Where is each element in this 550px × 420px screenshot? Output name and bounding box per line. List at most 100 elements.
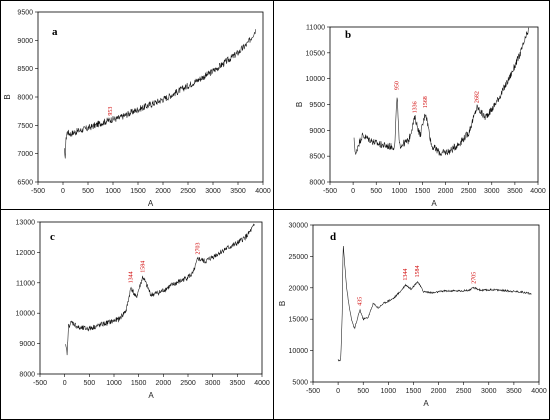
peak-label: 950	[395, 81, 401, 90]
x-tick-label: 3000	[205, 188, 221, 195]
x-tick-label: 2500	[180, 188, 196, 195]
x-tick-label: 2000	[438, 188, 454, 195]
x-tick-label: 3000	[484, 188, 500, 195]
y-tick-label: 25000	[289, 254, 309, 261]
panel-label-b: b	[345, 29, 351, 41]
y-axis-label: B	[3, 94, 12, 99]
spectrum-line-c	[65, 223, 255, 356]
y-tick-label: 8500	[309, 154, 325, 161]
x-tick-label: 0	[336, 388, 340, 395]
x-axis-label: A	[148, 391, 154, 400]
y-tick-label: 7500	[17, 123, 33, 130]
y-axis-label: B	[295, 102, 304, 107]
panel-label-a: a	[52, 26, 58, 38]
panel-a: -500 0 500 1000 1500 2000 2500 3000 3500 4000 6500…	[3, 10, 271, 209]
peak-label: 1584	[415, 266, 421, 278]
x-tick-label: 1500	[131, 380, 147, 387]
x-tick-label: 2000	[431, 388, 447, 395]
x-tick-label: 2500	[456, 388, 472, 395]
x-tick-label: 0	[63, 380, 67, 387]
x-tick-label: 4000	[531, 388, 547, 395]
y-tick-label: 11000	[16, 280, 35, 287]
y-tick-label: 10000	[306, 76, 326, 83]
y-tick-label: 30000	[289, 223, 309, 230]
y-tick-label: 8500	[17, 66, 33, 73]
x-tick-label: 1000	[381, 388, 397, 395]
y-tick-label: 9500	[309, 102, 325, 109]
x-tick-label: 2500	[461, 188, 477, 195]
x-tick-label: 1500	[130, 188, 146, 195]
y-axis-label: B	[278, 301, 287, 306]
panel-d: -500 0 500 1000 1500 2000 2500 3000 3500 4000 5000…	[278, 223, 547, 409]
panel-c: -500 0 500 1000 1500 2000 2500 3000 3500 4000 8000…	[16, 220, 270, 401]
y-tick-label: 13000	[16, 220, 36, 227]
x-tick-label: 1000	[392, 188, 408, 195]
x-tick-label: 1000	[105, 188, 121, 195]
peak-label: 1568	[423, 96, 429, 108]
peak-label: 2682	[475, 91, 481, 103]
x-tick-label: 2000	[155, 188, 171, 195]
x-tick-label: 500	[370, 188, 382, 195]
y-tick-label: 10000	[289, 348, 309, 355]
spectrum-line-a	[64, 29, 256, 159]
plot-area-d	[312, 224, 540, 383]
x-tick-label: -500	[33, 380, 47, 387]
y-tick-label: 15000	[289, 317, 309, 324]
peak-label: 2703	[196, 242, 202, 254]
x-tick-label: 500	[357, 388, 369, 395]
peak-label: 1344	[403, 269, 409, 281]
y-tick-label: 5000	[292, 380, 308, 387]
y-tick-label: 8000	[19, 372, 35, 379]
y-tick-label: 12000	[16, 250, 36, 257]
peak-label: 1336	[412, 101, 418, 113]
plot-area-b	[329, 26, 539, 183]
x-axis-label: A	[423, 399, 429, 408]
x-tick-label: 3000	[205, 380, 221, 387]
x-axis-label: A	[148, 199, 154, 208]
y-tick-label: 6500	[17, 180, 33, 187]
y-tick-label: 8000	[309, 180, 325, 187]
x-tick-label: -500	[31, 188, 45, 195]
peak-label: 2705	[471, 272, 477, 284]
x-axis-label: A	[431, 199, 437, 208]
x-tick-label: 3500	[230, 188, 246, 195]
spectrum-line-d	[337, 246, 532, 362]
x-tick-label: 2500	[180, 380, 196, 387]
y-tick-label: 9000	[19, 341, 35, 348]
x-tick-label: -500	[323, 188, 337, 195]
peak-label: 953	[108, 107, 114, 116]
panel-divider-vertical	[273, 0, 274, 420]
x-tick-label: 4000	[255, 188, 271, 195]
x-tick-label: 1500	[415, 188, 431, 195]
peak-label: 1584	[140, 261, 146, 273]
x-tick-label: 3000	[481, 388, 497, 395]
x-tick-label: 4000	[530, 188, 546, 195]
y-tick-label: 8000	[17, 95, 33, 102]
y-tick-label: 9500	[17, 10, 33, 17]
peak-label: 1344	[128, 271, 134, 283]
x-tick-label: 500	[83, 380, 95, 387]
y-tick-label: 10500	[306, 50, 326, 57]
panel-label-c: c	[50, 231, 55, 243]
x-tick-label: 4000	[254, 380, 270, 387]
x-tick-label: 1000	[106, 380, 122, 387]
plot-area-c	[39, 221, 263, 375]
spectrum-line-b	[353, 27, 529, 157]
y-tick-label: 10000	[16, 311, 36, 318]
x-tick-label: 3500	[507, 188, 523, 195]
peak-label: 435	[357, 297, 363, 306]
x-tick-label: 3500	[506, 388, 522, 395]
y-tick-label: 7000	[17, 151, 33, 158]
panel-b: -500 0 500 1000 1500 2000 2500 3000 3500 4000 8000…	[295, 25, 546, 209]
x-tick-label: 0	[351, 188, 355, 195]
x-tick-label: 3500	[230, 380, 246, 387]
y-tick-label: 9000	[309, 128, 325, 135]
y-tick-label: 20000	[289, 285, 309, 292]
panel-divider-horizontal	[0, 209, 550, 210]
x-tick-label: 500	[82, 188, 94, 195]
x-tick-label: 2000	[156, 380, 172, 387]
y-tick-label: 11000	[306, 25, 325, 32]
y-tick-label: 9000	[17, 38, 33, 45]
panel-label-d: d	[330, 231, 336, 243]
